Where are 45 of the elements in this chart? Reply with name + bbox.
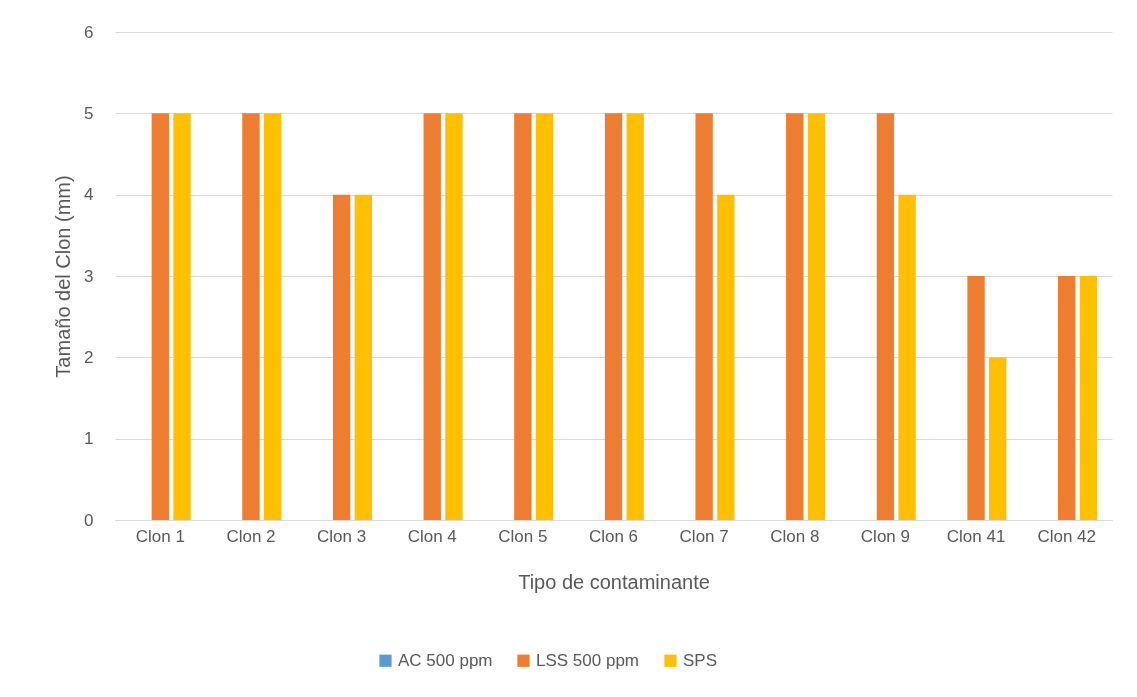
bar	[898, 194, 916, 520]
y-tick-label: 5	[84, 103, 94, 123]
bar	[1058, 276, 1076, 520]
x-tick-label: Clon 1	[135, 526, 185, 546]
bar	[242, 113, 260, 520]
x-tick-label: Clon 2	[226, 526, 276, 546]
y-tick-label: 1	[84, 429, 94, 449]
bar	[423, 113, 441, 520]
bar	[173, 113, 191, 520]
y-tick-label: 3	[84, 266, 94, 286]
x-tick-label: Clon 42	[1037, 526, 1096, 546]
x-tick-label: Clon 9	[860, 526, 910, 546]
x-tick-label: Clon 5	[498, 526, 548, 546]
bar	[332, 194, 351, 520]
y-axis-title: Tamaño del Clon (mm)	[52, 175, 75, 378]
x-tick-label: Clon 8	[770, 526, 820, 546]
legend-label: SPS	[683, 650, 718, 670]
x-tick-label: Clon 3	[317, 526, 367, 546]
legend-label: AC 500 ppm	[398, 650, 493, 670]
bar	[354, 194, 372, 520]
y-tick-label: 4	[84, 185, 94, 205]
bar	[514, 113, 532, 520]
x-axis-title: Tipo de contaminante	[518, 570, 710, 593]
y-tick-label: 0	[84, 510, 94, 530]
x-tick-label: Clon 6	[588, 526, 639, 546]
y-tick-label: 2	[84, 347, 94, 367]
y-tick-label: 6	[84, 22, 94, 42]
bar	[535, 113, 554, 520]
legend-label: LSS 500 ppm	[536, 650, 640, 670]
bar	[807, 113, 826, 520]
bar	[263, 113, 282, 520]
bar	[151, 113, 169, 520]
bar	[445, 113, 463, 520]
bar	[695, 113, 713, 520]
bar	[1079, 276, 1098, 520]
bar	[626, 113, 644, 520]
bar	[786, 113, 804, 520]
bar	[604, 113, 623, 520]
bar	[717, 194, 735, 520]
x-tick-label: Clon 7	[679, 526, 729, 546]
x-tick-label: Clon 41	[946, 526, 1006, 546]
bar	[967, 276, 985, 520]
bar	[876, 113, 895, 520]
bar	[989, 357, 1007, 520]
x-tick-label: Clon 4	[407, 526, 457, 546]
